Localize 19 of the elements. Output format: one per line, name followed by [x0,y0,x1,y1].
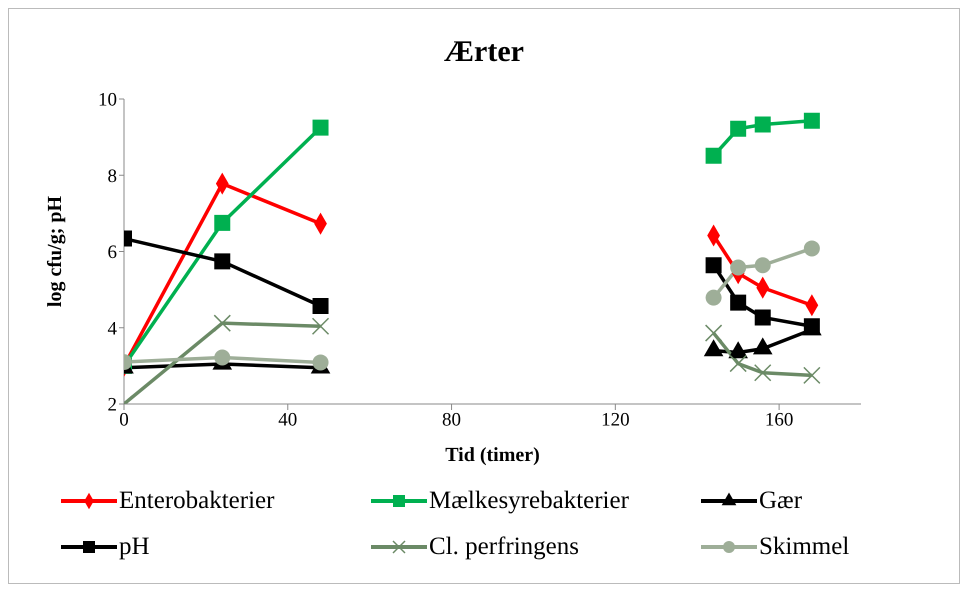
x-tick-label: 80 [442,409,462,430]
x-axis-title: Tid (timer) [445,444,540,466]
y-tick-label: 4 [108,318,118,340]
legend-label: Gær [759,487,802,515]
chart-title: Ærter [443,35,525,69]
y-axis-title: log cfu/g; pH [44,196,66,308]
x-tick-label: 160 [764,409,794,430]
y-tick-label: 10 [98,90,117,111]
y-tick-label: 6 [108,242,117,264]
x-tick-label: 40 [278,409,298,430]
legend-label: Mælkesyrebakterier [429,487,629,515]
legend-label: Cl. perfringens [429,533,579,561]
legend-label: Skimmel [759,533,850,561]
x-tick-label: 120 [601,409,630,430]
legend-label: Enterobakterier [119,487,274,515]
legend-label: pH [119,533,150,561]
y-tick-label: 2 [108,394,117,416]
x-tick-label: 0 [119,409,129,430]
y-tick-label: 8 [108,166,117,187]
